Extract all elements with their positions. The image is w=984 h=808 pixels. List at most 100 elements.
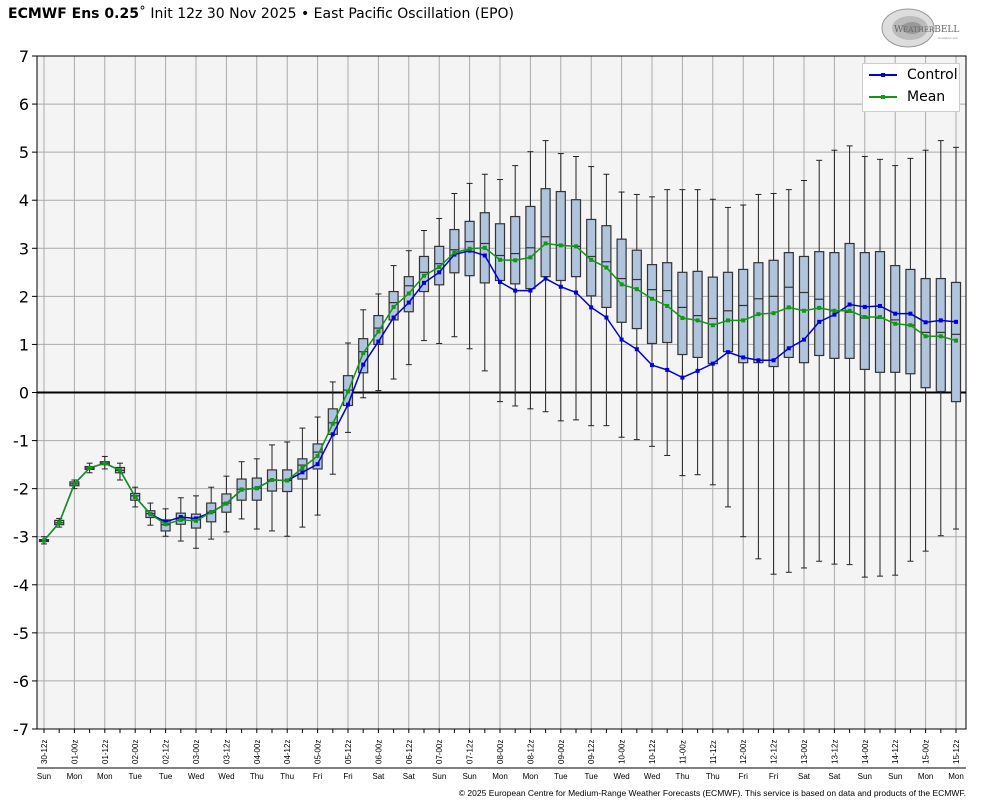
mean-point: [148, 512, 153, 517]
control-point: [680, 375, 685, 380]
box: [905, 268, 916, 375]
mean-point: [862, 315, 867, 320]
mean-point: [817, 305, 822, 310]
box: [722, 271, 734, 353]
legend-label-mean: Mean: [907, 89, 946, 105]
mean-point: [239, 487, 244, 492]
box-whisker: [874, 158, 886, 577]
x-day-label: Sun: [37, 772, 51, 781]
x-day-label: Thu: [250, 772, 264, 781]
mean-point: [346, 389, 350, 394]
mean-point: [741, 318, 746, 323]
box-whisker: [859, 155, 870, 578]
mean-point: [254, 486, 259, 491]
mean-point: [832, 308, 837, 313]
mean-point: [802, 308, 806, 313]
x-tick-label: 02-00z: [131, 740, 140, 764]
x-tick-label: 01-00z: [70, 740, 79, 764]
x-tick-label: 15-12z: [952, 740, 961, 764]
control-point: [878, 303, 882, 308]
mean-point: [57, 520, 62, 525]
x-tick-label: 08-00z: [496, 740, 505, 764]
y-tick-label: -2: [13, 480, 29, 499]
box: [358, 338, 369, 374]
control-point: [908, 311, 913, 316]
x-tick-label: 12-00z: [739, 740, 748, 764]
svg-text:Analytics LLC: Analytics LLC: [938, 36, 958, 40]
mean-point: [604, 265, 609, 270]
x-day-label: Sun: [858, 772, 872, 781]
y-tick-label: 5: [19, 143, 29, 162]
mean-point: [680, 315, 685, 320]
mean-point: [878, 315, 882, 320]
box: [829, 252, 840, 359]
y-tick-label: -5: [13, 624, 29, 643]
chart-title: ECMWF Ens 0.25˚ Init 12z 30 Nov 2025 • E…: [8, 6, 514, 22]
x-day-label: Tue: [159, 772, 173, 781]
mean-point: [513, 258, 518, 263]
mean-point: [786, 305, 791, 310]
control-point: [513, 288, 518, 293]
y-tick-label: 4: [19, 191, 29, 210]
x-tick-label: 14-00z: [861, 740, 870, 764]
mean-point: [908, 323, 913, 328]
box-whisker: [738, 204, 749, 538]
box: [616, 238, 627, 323]
y-tick-label: -7: [13, 720, 29, 739]
control-swatch: [869, 73, 897, 77]
y-tick-label: 3: [19, 239, 29, 258]
mean-point: [194, 518, 198, 523]
x-day-label: Sat: [798, 772, 811, 781]
mean-point: [558, 243, 563, 248]
box-whisker: [920, 149, 931, 552]
x-tick-label: 04-12z: [283, 740, 292, 764]
control-point: [574, 290, 578, 295]
mean-point: [574, 244, 578, 249]
y-tick-label: 2: [19, 287, 29, 306]
control-point: [817, 319, 822, 324]
mean-point: [619, 282, 624, 287]
box-whisker: [646, 196, 658, 447]
mean-point: [923, 334, 928, 339]
x-tick-label: 03-12z: [222, 740, 231, 764]
mean-point: [437, 265, 442, 270]
mean-point: [422, 273, 426, 278]
x-tick-label: 01-12z: [101, 740, 110, 764]
mean-point: [589, 257, 594, 262]
box-whisker: [783, 189, 794, 573]
x-day-label: Mon: [948, 772, 964, 781]
y-tick-label: 6: [19, 95, 29, 114]
mean-point: [391, 304, 396, 309]
control-point: [634, 347, 639, 352]
control-point: [437, 270, 442, 275]
x-day-label: Tue: [554, 772, 568, 781]
mean-point: [376, 329, 381, 334]
x-tick-label: 06-00z: [374, 740, 383, 764]
control-point: [361, 362, 366, 367]
mean-point: [498, 257, 502, 262]
control-point: [376, 339, 381, 344]
mean-point: [543, 241, 548, 246]
x-tick-label: 15-00z: [922, 740, 931, 764]
x-tick-label: 02-12z: [162, 740, 171, 764]
control-point: [802, 337, 806, 342]
y-tick-label: 7: [19, 47, 29, 66]
box-whisker: [677, 189, 688, 477]
mean-point: [102, 461, 107, 466]
control-point: [954, 319, 958, 324]
box-whisker: [814, 159, 825, 562]
control-point: [346, 402, 350, 407]
x-tick-label: 14-12z: [891, 740, 900, 764]
plot-frame: [36, 55, 967, 730]
x-day-label: Wed: [218, 772, 234, 781]
x-tick-label: 09-00z: [557, 740, 566, 764]
box: [844, 242, 855, 359]
box-whisker: [570, 155, 582, 421]
mean-point: [482, 245, 487, 250]
legend: Control Mean: [862, 63, 960, 112]
mean-point: [726, 318, 730, 323]
mean-point: [87, 465, 92, 470]
mean-point: [72, 481, 77, 486]
box: [859, 252, 870, 371]
control-point: [938, 318, 943, 323]
